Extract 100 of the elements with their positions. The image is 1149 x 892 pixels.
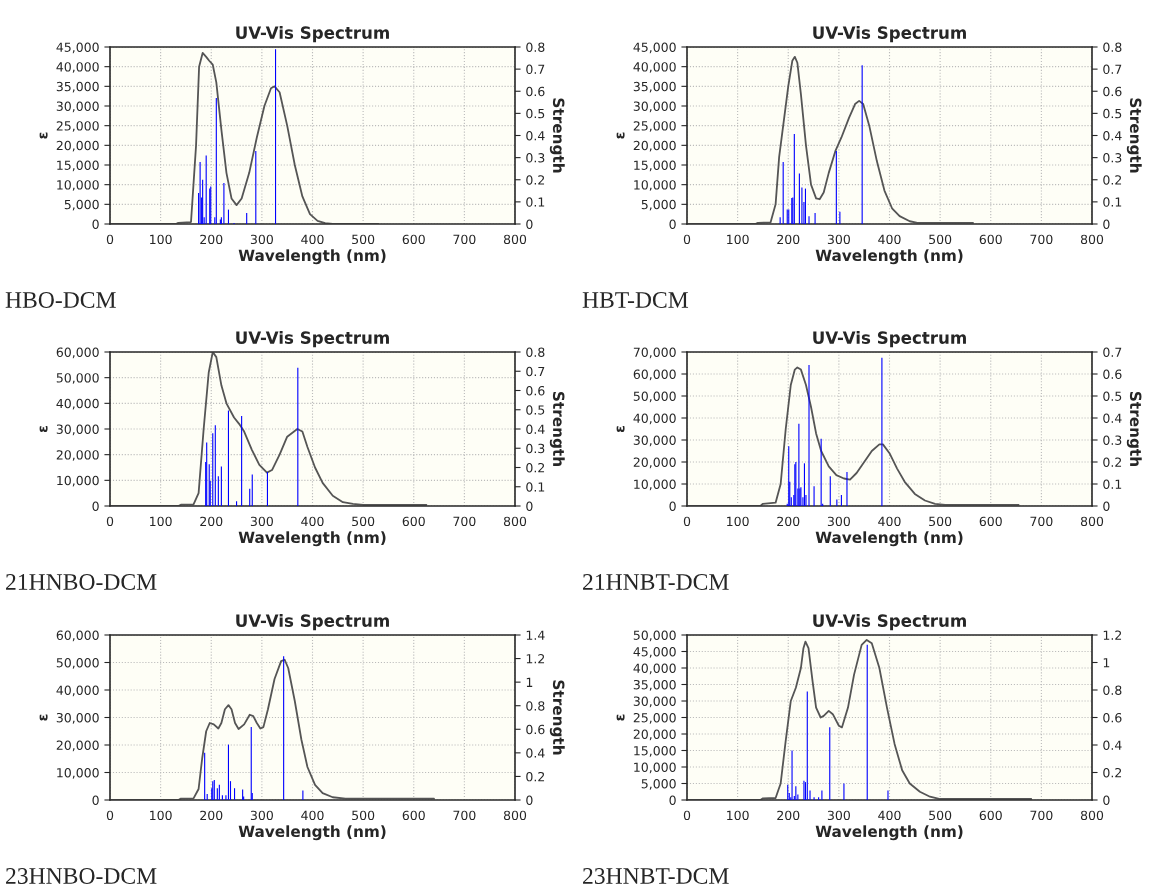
text: 23HNBT-DCM <box>583 868 729 884</box>
x-tick-label: 600 <box>402 234 425 245</box>
y-tick-label: 35,000 <box>633 679 676 691</box>
y2-tick-label: 0.1 <box>1103 197 1122 207</box>
y-tick-label: 10,000 <box>634 762 676 774</box>
x-tick-label: 800 <box>1080 810 1104 821</box>
y-tick-label: 20,000 <box>56 450 99 461</box>
x-tick-label: 600 <box>979 516 1002 527</box>
y-tick-label: 20,000 <box>56 140 99 152</box>
y2-tick-label: 0.1 <box>526 197 545 207</box>
y2-tick-label: 0.8 <box>526 347 545 357</box>
y2-tick-label: 0.5 <box>1103 108 1122 119</box>
text: HBT-DCM <box>582 292 689 308</box>
y-tick-label: 25,000 <box>56 121 99 132</box>
x-tick-label: 700 <box>453 234 476 245</box>
y-tick-label: 35,000 <box>56 81 99 93</box>
y2-tick-label: 0.8 <box>1103 42 1122 52</box>
y2-tick-label: 0.6 <box>526 724 545 735</box>
y-tick-label: 25,000 <box>633 121 676 132</box>
text: 23HNBO-DCM <box>6 868 157 884</box>
y-axis-title: ε <box>39 132 48 139</box>
y2-tick-label: 0.1 <box>526 482 545 492</box>
y-tick-label: 40,000 <box>633 413 676 425</box>
x-tick-label: 0 <box>683 810 691 821</box>
x-axis-title: Wavelength (nm) <box>815 531 963 547</box>
x-tick-label: 500 <box>929 234 952 245</box>
x-tick-label: 0 <box>683 234 691 245</box>
y-tick-label: 45,000 <box>633 646 676 658</box>
y2-tick-label: 0.6 <box>526 86 545 97</box>
y2-tick-label: 0.6 <box>1103 369 1122 379</box>
x-tick-label: 300 <box>827 810 850 821</box>
y-tick-label: 15,000 <box>634 745 676 757</box>
x-tick-label: 400 <box>301 516 324 527</box>
y2-tick-label: 0.1 <box>1103 479 1122 489</box>
y2-tick-label: 0.5 <box>1103 391 1122 401</box>
y-axis-title: ε <box>39 426 48 433</box>
y2-tick-label: 0.8 <box>526 701 545 711</box>
y2-axis-title: Strength <box>549 98 565 173</box>
x-tick-label: 300 <box>827 516 850 527</box>
x-axis-title: Wavelength (nm) <box>238 825 386 841</box>
y2-tick-label: 0.6 <box>1103 712 1122 723</box>
x-tick-label: 300 <box>250 810 273 821</box>
y-tick-label: 60,000 <box>56 347 99 359</box>
x-tick-label: 500 <box>352 234 375 245</box>
x-tick-label: 0 <box>106 234 114 245</box>
x-tick-label: 300 <box>827 234 850 245</box>
chart-title: UV-Vis Spectrum <box>236 26 389 43</box>
x-tick-label: 700 <box>1030 234 1053 245</box>
y2-tick-label: 0.3 <box>1103 435 1122 445</box>
y2-tick-label: 0 <box>1103 219 1110 229</box>
y-tick-label: 40,000 <box>56 398 99 410</box>
y-tick-label: 50,000 <box>633 630 676 642</box>
y-tick-label: 25,000 <box>633 712 676 724</box>
y-tick-label: 45,000 <box>633 42 676 54</box>
y-tick-label: 10,000 <box>634 180 676 191</box>
y-tick-label: 50,000 <box>633 391 676 403</box>
y-tick-label: 30,000 <box>633 696 676 708</box>
y-tick-label: 10,000 <box>57 767 99 779</box>
y2-tick-label: 1.2 <box>526 654 545 664</box>
x-tick-label: 700 <box>453 810 476 821</box>
y-tick-label: 5,000 <box>641 778 676 790</box>
y2-tick-label: 0.4 <box>1103 130 1122 141</box>
text: 21HNBT-DCM <box>583 574 729 590</box>
y-tick-label: 20,000 <box>633 140 676 152</box>
y-axis-title: ε <box>616 132 625 139</box>
y-tick-label: 30,000 <box>633 435 676 447</box>
y-tick-label: 40,000 <box>56 62 99 73</box>
chart-title: UV-Vis Spectrum <box>236 614 389 631</box>
x-tick-label: 300 <box>250 516 273 527</box>
x-tick-label: 800 <box>503 234 527 245</box>
y-tick-label: 20,000 <box>633 729 676 741</box>
y2-axis-title: Strength <box>549 392 565 466</box>
x-tick-label: 0 <box>106 516 114 527</box>
y-tick-label: 35,000 <box>633 81 676 93</box>
y2-tick-label: 0.6 <box>1103 86 1122 97</box>
y-tick-label: 30,000 <box>56 101 99 113</box>
y2-tick-label: 0.7 <box>526 64 545 75</box>
y2-tick-label: 0.5 <box>526 108 545 119</box>
x-tick-label: 700 <box>1030 810 1053 821</box>
x-tick-label: 500 <box>929 810 952 821</box>
y2-tick-label: 0 <box>526 219 533 229</box>
y2-tick-label: 0.4 <box>1103 413 1122 423</box>
y-tick-label: 20,000 <box>633 457 676 469</box>
x-tick-label: 200 <box>200 810 223 821</box>
y-tick-label: 0 <box>669 795 676 805</box>
x-tick-label: 0 <box>683 516 691 527</box>
chart-title: UV-Vis Spectrum <box>813 614 966 631</box>
y-tick-label: 50,000 <box>56 657 99 669</box>
chart-title: UV-Vis Spectrum <box>236 331 389 348</box>
x-tick-label: 100 <box>150 810 172 821</box>
x-tick-label: 600 <box>979 234 1002 245</box>
y-tick-label: 30,000 <box>633 101 676 113</box>
x-tick-label: 800 <box>1080 234 1104 245</box>
y-tick-label: 50,000 <box>56 373 99 384</box>
x-tick-label: 200 <box>200 234 223 245</box>
y2-tick-label: 0.4 <box>526 424 545 434</box>
y2-tick-label: 0.3 <box>526 443 545 454</box>
y-tick-label: 45,000 <box>56 42 99 54</box>
x-tick-label: 400 <box>878 810 901 821</box>
y-tick-label: 60,000 <box>633 369 676 381</box>
